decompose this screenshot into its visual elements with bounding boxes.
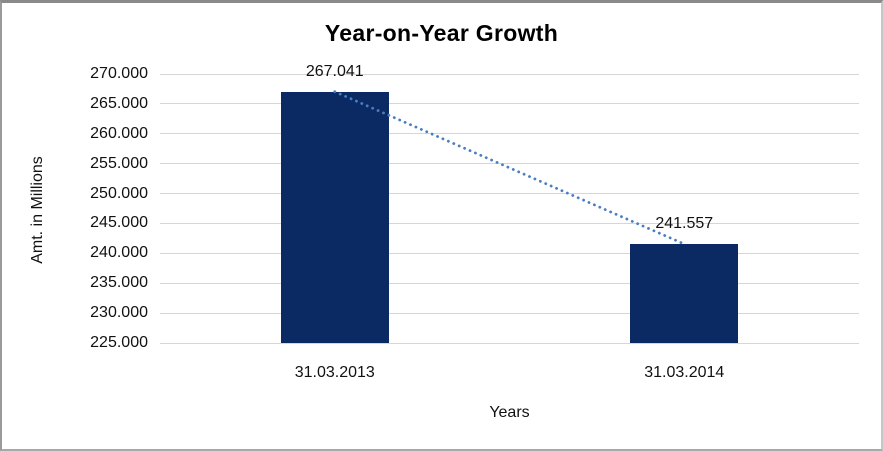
y-axis-tick-label: 270.000 — [90, 65, 148, 82]
gridline — [160, 133, 859, 135]
y-axis-tick-label: 250.000 — [90, 184, 148, 202]
gridline — [160, 73, 859, 75]
gridline — [160, 312, 859, 314]
bar-31.03.2013 — [280, 91, 389, 343]
gridline — [160, 252, 859, 254]
bar-data-label: 267.041 — [305, 62, 364, 80]
gridline — [160, 103, 859, 105]
y-axis-tick-label: 230.000 — [90, 304, 148, 322]
gridline — [160, 342, 859, 344]
x-category-label: 31.03.2013 — [294, 364, 375, 381]
y-axis-tick-label: 260.000 — [90, 124, 148, 142]
gridline — [160, 193, 859, 195]
bar-31.03.2014 — [630, 244, 739, 343]
gridline — [160, 282, 859, 284]
y-axis-tick-label: 225.000 — [90, 334, 148, 351]
y-axis-tick-label: 265.000 — [90, 94, 148, 112]
x-axis-title: Years — [489, 404, 530, 421]
y-axis-tick-label: 255.000 — [90, 154, 148, 172]
y-axis-tick-label: 235.000 — [90, 274, 148, 292]
gridline — [160, 163, 859, 165]
y-axis-tick-label: 240.000 — [90, 244, 148, 262]
y-axis-tick-label: 245.000 — [90, 214, 148, 232]
chart-title: Year-on-Year Growth — [324, 20, 559, 46]
bar-data-label: 241.557 — [655, 215, 714, 233]
x-category-label: 31.03.2014 — [644, 364, 725, 381]
